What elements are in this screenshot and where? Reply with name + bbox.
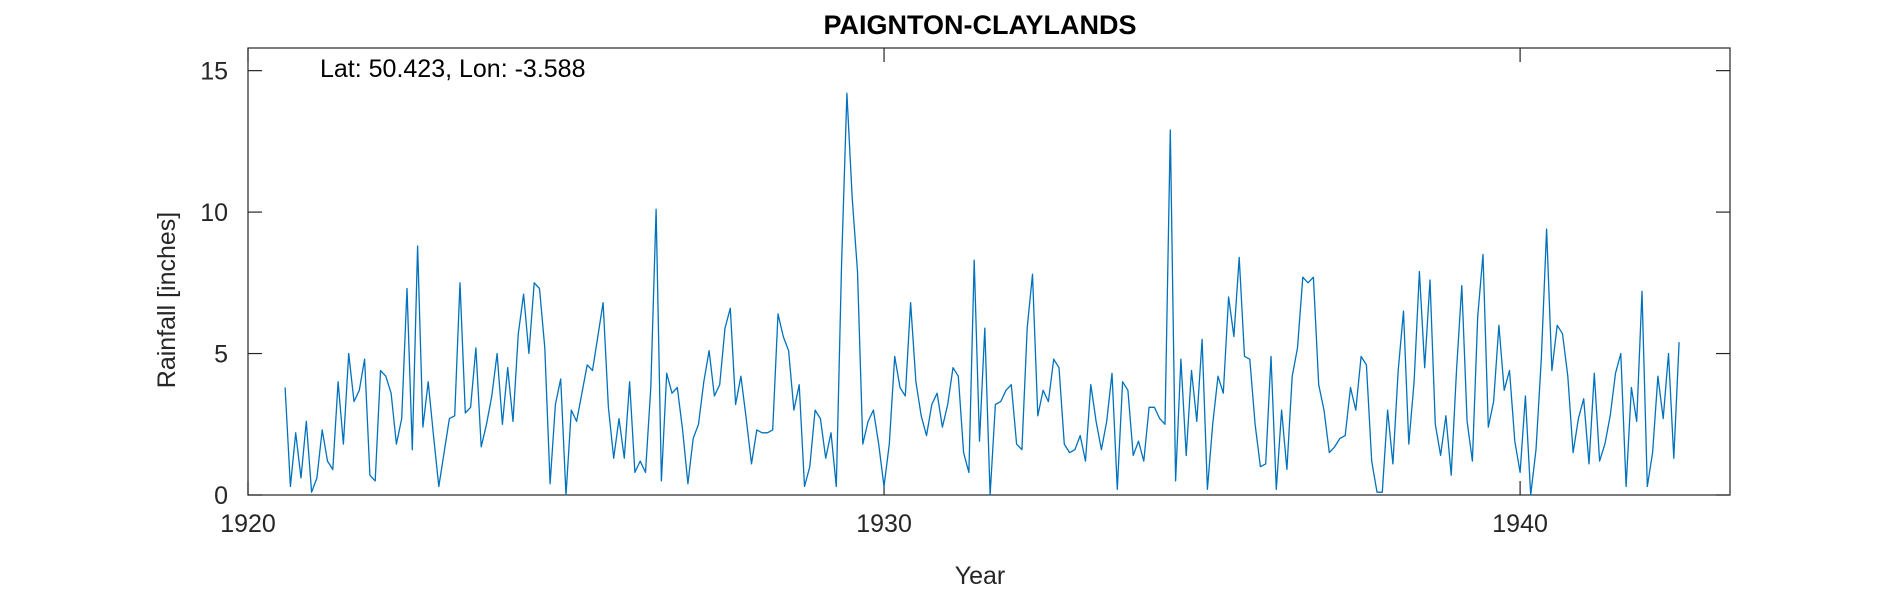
x-tick-label-1940: 1940 xyxy=(1492,510,1548,538)
station-coordinates-annotation: Lat: 50.423, Lon: -3.588 xyxy=(320,55,586,83)
y-tick-label-10: 10 xyxy=(200,199,228,227)
tick-labels: 1920 1930 1940 0 5 10 15 xyxy=(200,58,1548,538)
rainfall-series-line xyxy=(284,92,1680,496)
y-tick-label-15: 15 xyxy=(200,58,228,86)
x-axis-label: Year xyxy=(955,562,1006,590)
axis-ticks xyxy=(247,48,1730,496)
x-tick-label-1920: 1920 xyxy=(220,510,276,538)
plot-area-box xyxy=(247,47,1731,496)
y-tick-label-5: 5 xyxy=(214,341,228,369)
chart-title: PAIGNTON-CLAYLANDS xyxy=(823,10,1136,40)
y-axis-label: Rainfall [inches] xyxy=(153,212,181,388)
x-tick-label-1930: 1930 xyxy=(856,510,912,538)
y-tick-label-0: 0 xyxy=(214,482,228,510)
